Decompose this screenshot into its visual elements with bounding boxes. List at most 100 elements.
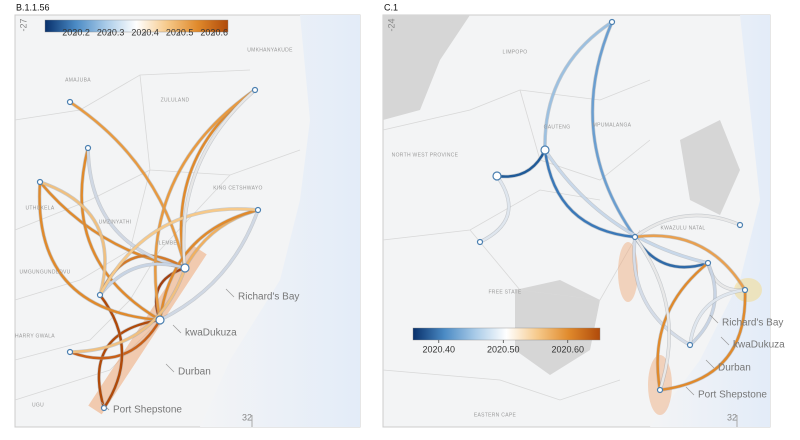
arc	[38, 181, 161, 322]
location-node	[686, 341, 694, 349]
place-label: Port Shepstone	[113, 405, 182, 416]
colorbar-tick-label: 2020.50	[487, 344, 520, 354]
arc	[39, 180, 107, 296]
region-label: KWAZULU NATAL	[661, 225, 706, 231]
colorbar-tick-label: 2020.2	[62, 27, 90, 37]
location-node	[608, 18, 616, 26]
colorbar	[412, 327, 601, 341]
region-label: UGU	[32, 402, 44, 408]
location-node	[656, 386, 664, 394]
latitude-label: -24	[386, 18, 396, 31]
region-label: EASTERN CAPE	[474, 412, 517, 418]
arc	[634, 236, 671, 391]
location-node	[704, 259, 712, 267]
location-node	[476, 238, 484, 246]
place-leader	[709, 314, 719, 324]
arc	[98, 207, 259, 296]
region-label: MPUMALANGA	[593, 122, 632, 128]
place-label: kwaDukuza	[185, 328, 237, 339]
location-node	[100, 404, 108, 412]
place-leader	[165, 363, 175, 373]
place-label: Durban	[718, 363, 751, 374]
arc	[69, 101, 187, 269]
region-label: AMAJUBA	[65, 77, 91, 83]
arc	[80, 147, 161, 322]
place-leader	[225, 288, 235, 298]
place-label: Richard's Bay	[238, 292, 299, 303]
arc	[99, 262, 186, 296]
arc	[159, 209, 260, 322]
place-label: Durban	[178, 367, 211, 378]
colorbar-tick-label: 2020.40	[423, 344, 456, 354]
arc	[543, 20, 613, 151]
colorbar-tick-label: 2020.60	[551, 344, 584, 354]
colorbar	[44, 19, 229, 33]
region-label: ZULULAND	[161, 97, 190, 103]
region-label: UMGUNGUNDLOVU	[19, 269, 70, 275]
arc	[656, 262, 709, 391]
location-node	[84, 144, 92, 152]
arc	[69, 267, 187, 354]
sea	[200, 15, 360, 427]
arc	[659, 289, 747, 392]
location-node	[66, 348, 74, 356]
location-node	[736, 221, 744, 229]
arc	[158, 208, 259, 321]
location-node	[251, 86, 259, 94]
location-node	[540, 145, 550, 155]
location-node	[180, 263, 190, 273]
place-label: Port Shepstone	[698, 390, 767, 401]
region-label: KING CETSHWAYO	[213, 185, 262, 191]
panel-label: C.1	[384, 2, 398, 12]
arc	[688, 288, 746, 346]
colorbar-tick-label: 2020.5	[166, 27, 194, 37]
location-node	[631, 233, 639, 241]
region-label: NORTH WEST PROVINCE	[392, 152, 459, 158]
arc	[543, 149, 636, 239]
location-node	[254, 206, 262, 214]
arc	[86, 147, 186, 270]
location-node	[492, 171, 502, 181]
region-label: UTHUKELA	[25, 205, 54, 211]
longitude-label: 32	[727, 412, 737, 422]
place-leader	[172, 324, 182, 334]
region-label: UMKHANYAKUDE	[247, 47, 293, 53]
latitude-label: -27	[18, 18, 28, 31]
arc	[634, 214, 741, 238]
region-label: LIMPOPO	[503, 49, 528, 55]
arc	[154, 89, 256, 321]
place-leader	[100, 401, 110, 411]
place-leader	[705, 359, 715, 369]
location-node	[155, 315, 165, 325]
region-label: ILEMBE	[157, 240, 178, 246]
location-node	[741, 286, 749, 294]
place-label: kwaDukuza	[733, 340, 785, 351]
location-node	[66, 98, 74, 106]
colorbar-tick-label: 2020.6	[200, 27, 228, 37]
arc	[632, 236, 691, 347]
arc	[182, 89, 256, 269]
location-node	[36, 178, 44, 186]
sea	[650, 15, 770, 427]
place-leader	[685, 386, 695, 396]
neighbour-countries	[383, 15, 740, 375]
location-node	[96, 291, 104, 299]
panel-label: B.1.1.56	[16, 2, 50, 12]
colorbar-tick-label: 2020.3	[97, 27, 125, 37]
arc	[689, 262, 717, 346]
arc	[634, 234, 747, 291]
region-label: FREE STATE	[488, 289, 521, 295]
region-label: UMZINYATHI	[99, 219, 132, 225]
place-label: Richard's Bay	[722, 318, 783, 329]
arc	[496, 149, 547, 178]
borders	[382, 79, 651, 401]
region-label: GAUTENG	[544, 124, 571, 130]
place-leader	[720, 336, 730, 346]
transmission-arcs	[37, 20, 747, 409]
region-label: HARRY GWALA	[15, 333, 55, 339]
arc	[591, 21, 636, 238]
colorbar-tick-label: 2020.4	[131, 27, 159, 37]
longitude-label: 32	[242, 412, 252, 422]
